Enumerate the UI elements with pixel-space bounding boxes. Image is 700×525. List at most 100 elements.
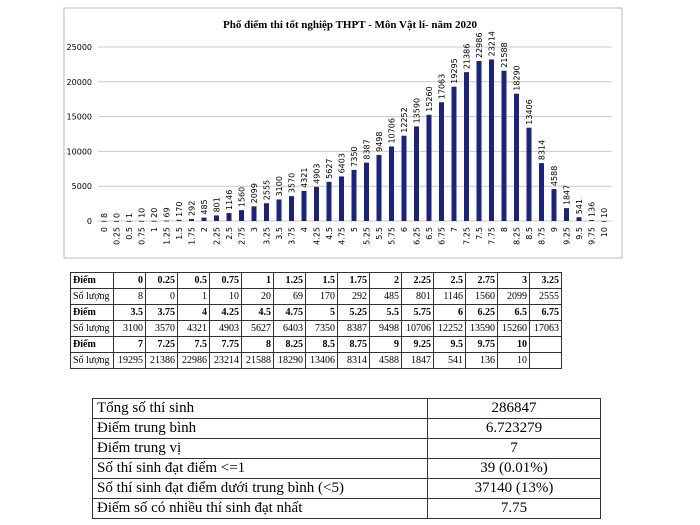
data-label: 20 (150, 208, 159, 218)
data-label: 13406 (525, 99, 534, 124)
data-label: 12252 (400, 107, 409, 132)
score-row: Điểm 0 0.25 0.5 0.75 1 1.25 1.5 1.75 2 2.25 2.5 2.75… (70, 272, 562, 289)
y-tick-label: 20000 (67, 78, 92, 87)
count-cell: 170 (305, 288, 338, 305)
count-cell: 7350 (305, 320, 338, 337)
data-label: 21386 (463, 44, 472, 69)
bar (601, 220, 607, 222)
summary-row: Điểm số có nhiều thí sinh đạt nhất 7.75 (92, 498, 601, 519)
score-cell: 10 (497, 336, 530, 353)
count-row: Số lượng 3100 3570 4321 4903 5627 6403 7350 8387… (70, 320, 562, 337)
bar (301, 190, 307, 221)
x-tick-label: 1.5 (175, 227, 184, 240)
data-label: 15260 (425, 86, 434, 111)
x-tick-label: 4.5 (325, 227, 334, 240)
x-tick-label: 1 (150, 227, 159, 232)
data-label: 1146 (225, 190, 234, 210)
summary-table: Tổng số thí sinh 286847 Điểm trung bình 6.7… (92, 398, 601, 519)
x-tick-label: 2 (200, 227, 209, 232)
summary-row: Điểm trung bình 6.723279 (92, 418, 601, 439)
score-cell: 0.5 (177, 272, 210, 289)
score-cell: 7.75 (209, 336, 242, 353)
bar (464, 72, 469, 221)
y-tick-label: 0 (87, 217, 92, 226)
bar (576, 217, 582, 221)
count-cell: 485 (369, 288, 402, 305)
summary-row: Số thí sinh đạt điểm dưới trung bình (<5… (92, 478, 601, 499)
bar (289, 196, 294, 221)
x-tick-label: 2.75 (238, 227, 247, 245)
summary-label: Tổng số thí sinh (92, 398, 428, 419)
data-label: 292 (188, 201, 197, 216)
x-tick-label: 5.75 (388, 227, 397, 245)
data-label: 1560 (238, 187, 247, 207)
count-cell: 13406 (305, 352, 338, 369)
count-cell: 541 (433, 352, 466, 369)
score-cell: 4.5 (241, 304, 274, 321)
y-tick-label: 15000 (67, 113, 92, 122)
bar (164, 220, 169, 222)
x-tick-label: 10 (600, 227, 609, 237)
bar (376, 154, 382, 221)
bar (114, 221, 119, 222)
bar (414, 126, 419, 221)
bar (564, 208, 569, 221)
count-cell: 13590 (465, 320, 498, 337)
x-tick-label: 6.25 (413, 227, 422, 245)
data-label: 5627 (325, 158, 334, 178)
x-tick-label: 5.5 (375, 227, 384, 240)
count-cell: 8387 (337, 320, 370, 337)
data-label: 21588 (500, 42, 509, 67)
score-row: Điểm 7 7.25 7.5 7.75 8 8.25 8.5 8.75 9 9.25 9.5 9.75… (70, 336, 562, 353)
count-cell: 10 (209, 288, 242, 305)
data-label: 10 (600, 208, 609, 218)
score-cell: 0.75 (209, 272, 242, 289)
score-cell: 3.25 (529, 272, 562, 289)
count-cell: 10706 (401, 320, 434, 337)
x-tick-label: 7.5 (475, 227, 484, 240)
data-label: 485 (200, 199, 209, 214)
data-label: 4588 (550, 166, 559, 186)
x-tick-label: 4 (300, 227, 309, 232)
count-cell: 4321 (177, 320, 210, 337)
data-label: 1 (125, 213, 134, 218)
score-cell: 8.5 (305, 336, 338, 353)
count-cell: 18290 (273, 352, 306, 369)
score-count-table: Điểm 0 0.25 0.5 0.75 1 1.25 1.5 1.75 2 2.25 2.5 2.75… (70, 272, 562, 369)
bar (551, 189, 557, 221)
x-tick-label: 0 (100, 227, 109, 232)
x-tick-label: 9.75 (588, 227, 597, 245)
bar (276, 199, 282, 221)
summary-row: Tổng số thí sinh 286847 (92, 398, 601, 419)
summary-value: 7 (427, 438, 601, 459)
count-cell: 6403 (273, 320, 306, 337)
y-tick-label: 10000 (67, 147, 92, 156)
data-label: 19295 (450, 58, 459, 83)
bar (189, 218, 194, 221)
x-tick-label: 4.75 (338, 227, 347, 245)
count-cell: 4588 (369, 352, 402, 369)
score-cell: 9.25 (401, 336, 434, 353)
bar (339, 176, 344, 221)
score-cell: 5 (305, 304, 338, 321)
score-cell: 7.25 (145, 336, 178, 353)
score-cell: 9.75 (465, 336, 498, 353)
score-cell: 5.75 (401, 304, 434, 321)
data-label: 8314 (538, 140, 547, 160)
summary-label: Số thí sinh đạt điểm dưới trung bình (<5… (92, 478, 428, 499)
score-cell: 1.25 (273, 272, 306, 289)
count-cell: 8314 (337, 352, 370, 369)
data-label: 1847 (563, 185, 572, 205)
count-cell: 21588 (241, 352, 274, 369)
score-cell: 4.25 (209, 304, 242, 321)
score-distribution-chart: Phổ điểm thi tốt nghiệp THPT - Môn Vật l… (63, 7, 623, 259)
bar (201, 217, 207, 221)
count-cell: 17063 (529, 320, 562, 337)
bar (214, 215, 219, 221)
data-label: 9498 (375, 132, 384, 152)
score-cell: 3.75 (145, 304, 178, 321)
data-label: 4321 (300, 168, 309, 188)
summary-label: Điểm trung vị (92, 438, 428, 459)
chart-title: Phổ điểm thi tốt nghiệp THPT - Môn Vật l… (223, 19, 477, 31)
score-cell: 5.5 (369, 304, 402, 321)
